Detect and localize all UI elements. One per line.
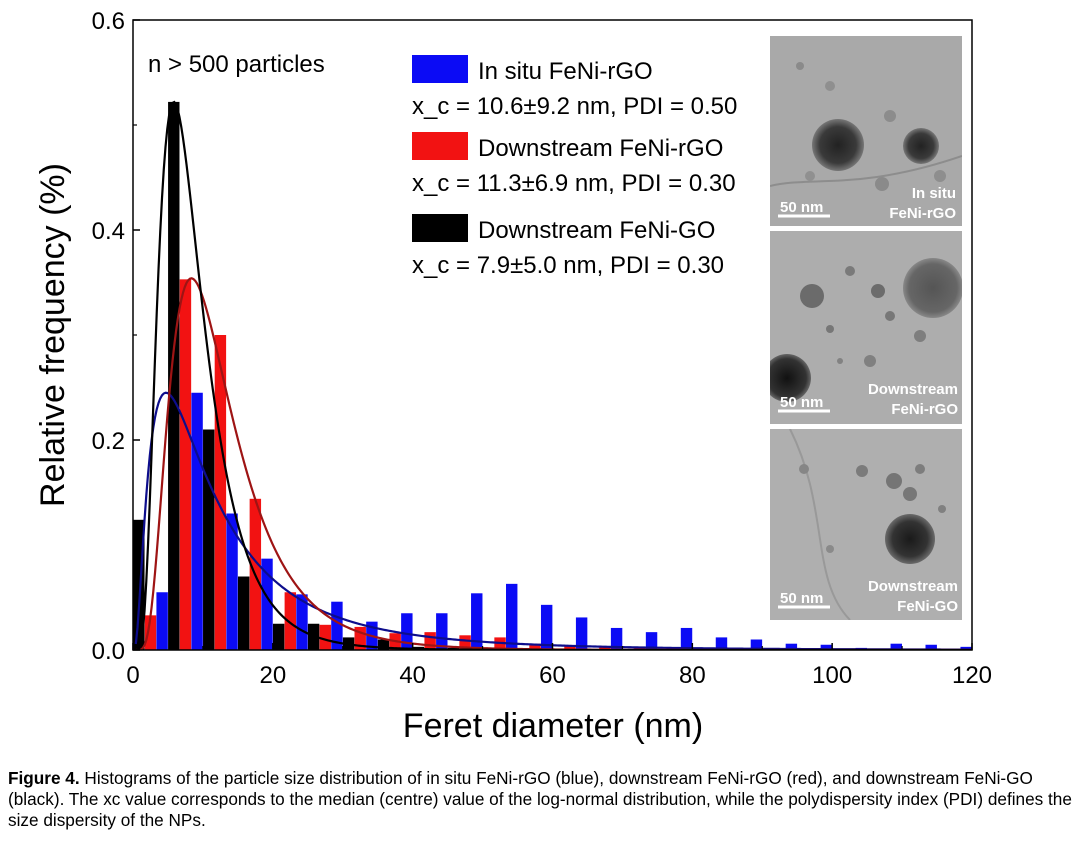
y-axis-label: Relative frequency (%)	[34, 163, 72, 507]
tem-label-line2: FeNi-GO	[897, 598, 958, 615]
figure-caption: Figure 4. Histograms of the particle siz…	[8, 768, 1074, 831]
bar-in-situ-feni-rgo-bin-3	[261, 558, 273, 650]
bar-in-situ-feni-rgo-bin-11	[540, 604, 553, 650]
bar-downstream-feni-rgo-bin-6	[354, 626, 366, 650]
bar-downstream-feni-rgo-bin-13	[599, 646, 611, 650]
nanoparticle	[812, 119, 864, 171]
bar-downstream-feni-go-bin-4	[272, 623, 285, 650]
nanoparticle	[903, 258, 962, 318]
caption-text: Histograms of the particle size distribu…	[8, 768, 1072, 830]
bar-in-situ-feni-rgo-bin-9	[471, 593, 483, 650]
x-axis-label: Feret diameter (nm)	[403, 707, 703, 745]
bar-in-situ-feni-rgo-bin-2	[226, 513, 238, 650]
bar-in-situ-feni-rgo-bin-4	[296, 594, 308, 650]
bar-downstream-feni-rgo-bin-1	[179, 279, 192, 650]
x-tick-label: 100	[812, 662, 852, 689]
tem-image-in-situ-rgo: 50 nm In situ FeNi-rGO	[770, 36, 962, 226]
x-tick-label: 20	[259, 662, 286, 689]
bar-downstream-feni-rgo-bin-12	[564, 645, 576, 650]
x-tick-label: 80	[679, 662, 706, 689]
bar-in-situ-feni-rgo-bin-23	[960, 646, 972, 650]
bar-in-situ-feni-rgo-bin-18	[785, 643, 798, 650]
nanoparticle	[903, 128, 939, 164]
y-tick-label: 0.2	[92, 428, 125, 455]
bar-in-situ-feni-rgo-bin-1	[191, 392, 203, 650]
bar-downstream-feni-rgo-bin-4	[284, 592, 297, 650]
bar-in-situ-feni-rgo-bin-13	[610, 627, 623, 650]
nanoparticle	[885, 514, 935, 564]
bar-in-situ-feni-rgo-bin-16	[715, 637, 728, 650]
scale-bar-label: 50 nm	[780, 394, 823, 411]
bar-in-situ-feni-rgo-bin-0	[156, 592, 168, 650]
bar-in-situ-feni-rgo-bin-10	[506, 583, 518, 650]
bar-downstream-feni-rgo-bin-2	[214, 335, 227, 650]
y-tick-label: 0.0	[92, 638, 125, 665]
legend-stats-in-situ-rgo: x_c = 10.6±9.2 nm, PDI = 0.50	[412, 93, 737, 120]
bar-downstream-feni-go-bin-7	[377, 639, 390, 650]
bar-downstream-feni-go-bin-1	[168, 101, 180, 650]
tem-image-downstream-rgo: 50 nm Downstream FeNi-rGO	[770, 231, 962, 424]
tem-label-line1: Downstream	[868, 578, 958, 595]
bar-downstream-feni-go-bin-0	[133, 519, 145, 650]
legend-swatch-downstream-rgo	[412, 132, 468, 160]
bar-in-situ-feni-rgo-bin-19	[820, 644, 833, 650]
legend-swatch-downstream-go	[412, 214, 468, 242]
bar-in-situ-feni-rgo-bin-14	[645, 632, 658, 650]
bar-in-situ-feni-rgo-bin-15	[680, 627, 693, 650]
tem-image-downstream-go: 50 nm Downstream FeNi-GO	[770, 429, 962, 620]
legend-stats-downstream-go: x_c = 7.9±5.0 nm, PDI = 0.30	[412, 252, 724, 279]
bar-in-situ-feni-rgo-bin-8	[436, 613, 448, 650]
bar-in-situ-feni-rgo-bin-21	[890, 643, 902, 650]
bar-downstream-feni-rgo-bin-8	[424, 632, 436, 650]
nanoparticle	[770, 354, 811, 402]
x-tick-label: 40	[399, 662, 426, 689]
legend: In situ FeNi-rGO x_c = 10.6±9.2 nm, PDI …	[412, 55, 737, 279]
axes-group: 0 20 40 60 80 100 120 0.0 0.2 0.4 0.6	[92, 8, 992, 689]
tem-label-line1: Downstream	[868, 381, 958, 398]
legend-swatch-in-situ-rgo	[412, 55, 468, 83]
x-tick-label: 60	[539, 662, 566, 689]
scale-bar-label: 50 nm	[780, 590, 823, 607]
bar-in-situ-feni-rgo-bin-22	[925, 644, 937, 650]
tem-label-line1: In situ	[912, 185, 956, 202]
legend-label-downstream-rgo: Downstream FeNi-rGO	[478, 135, 723, 162]
tem-label-line2: FeNi-rGO	[891, 401, 958, 418]
bar-downstream-feni-go-bin-2	[203, 429, 215, 650]
legend-label-downstream-go: Downstream FeNi-GO	[478, 217, 715, 244]
caption-label: Figure 4.	[8, 768, 80, 788]
x-tick-label: 0	[126, 662, 139, 689]
bar-downstream-feni-go-bin-3	[237, 576, 250, 650]
bar-in-situ-feni-rgo-bin-17	[750, 639, 763, 650]
tem-label-line2: FeNi-rGO	[889, 205, 956, 222]
y-tick-label: 0.6	[92, 8, 125, 35]
scale-bar-label: 50 nm	[780, 199, 823, 216]
bar-downstream-feni-rgo-bin-11	[529, 643, 541, 650]
bar-in-situ-feni-rgo-bin-12	[575, 617, 588, 650]
legend-stats-downstream-rgo: x_c = 11.3±6.9 nm, PDI = 0.30	[412, 170, 736, 197]
bar-in-situ-feni-rgo-bin-7	[401, 613, 413, 650]
y-tick-label: 0.4	[92, 218, 125, 245]
x-tick-label: 120	[952, 662, 992, 689]
bar-downstream-feni-rgo-bin-0	[144, 615, 157, 650]
bar-in-situ-feni-rgo-bin-5	[331, 601, 343, 650]
sample-size-annotation: n > 500 particles	[148, 51, 325, 78]
legend-label-in-situ-rgo: In situ FeNi-rGO	[478, 58, 653, 85]
bar-downstream-feni-rgo-bin-5	[319, 624, 331, 650]
bar-downstream-feni-rgo-bin-9	[459, 635, 471, 650]
